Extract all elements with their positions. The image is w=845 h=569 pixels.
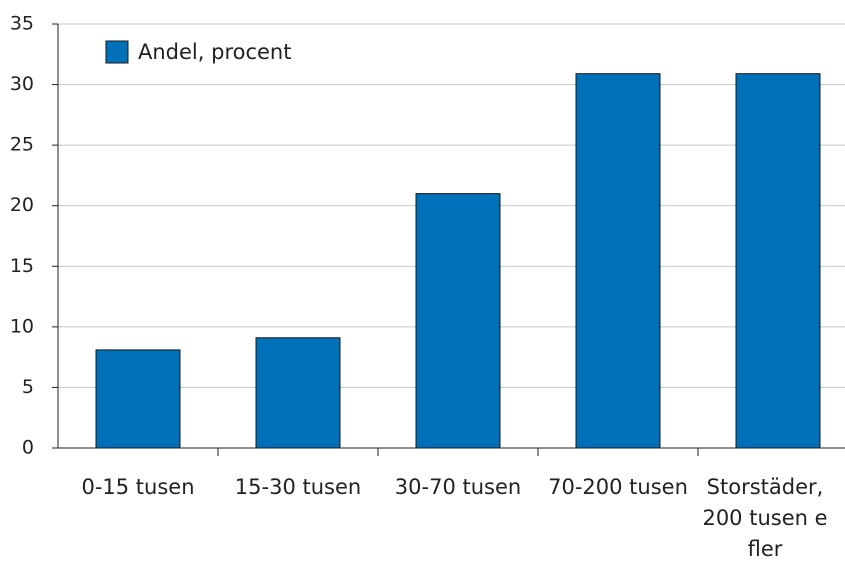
y-tick-label: 25 (10, 134, 34, 156)
bar (415, 193, 501, 449)
bar (735, 73, 821, 449)
bar (95, 349, 181, 449)
x-tick-label: Storstäder, 200 tusen e fler (702, 475, 828, 561)
y-tick-label: 15 (10, 255, 34, 277)
legend-swatch (105, 40, 129, 64)
x-tick-label: 15-30 tusen (234, 475, 362, 499)
y-tick-label: 30 (10, 73, 34, 95)
x-tick-label: 70-200 tusen (548, 475, 688, 499)
y-tick-label: 35 (10, 13, 34, 35)
x-tick-label: 30-70 tusen (394, 475, 522, 499)
legend-label: Andel, procent (138, 40, 291, 64)
y-tick-label: 10 (10, 315, 34, 337)
y-tick-label: 5 (22, 376, 34, 398)
bar (255, 337, 341, 449)
bar (575, 73, 661, 449)
y-tick-label: 0 (22, 437, 34, 459)
y-tick-label: 20 (10, 194, 34, 216)
x-tick-label: 0-15 tusen (81, 475, 195, 499)
